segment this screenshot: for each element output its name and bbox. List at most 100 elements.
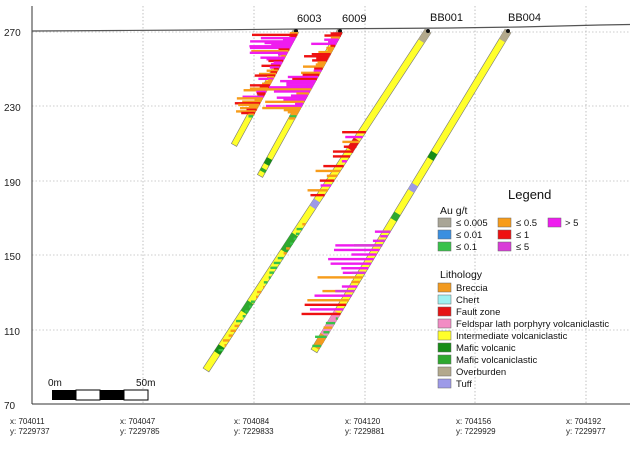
au-grade-bar bbox=[319, 179, 335, 182]
lith-label-2: Fault zone bbox=[456, 307, 500, 318]
au-grade-bar bbox=[281, 54, 286, 58]
lith-swatch-5 bbox=[437, 342, 452, 353]
au-grade-bar bbox=[354, 244, 383, 247]
au-grade-bar bbox=[256, 295, 259, 299]
y-tick-150: 150 bbox=[4, 252, 21, 263]
au-grade-bar bbox=[290, 35, 297, 38]
au-grade-bar bbox=[290, 242, 293, 245]
au-grade-bar bbox=[224, 344, 227, 347]
au-grade-bar bbox=[323, 326, 333, 329]
x-tick-0: x: 704011 y: 7229737 bbox=[10, 417, 50, 436]
au-grade-bar bbox=[249, 45, 292, 48]
x-tick-4-northing: y: 7229929 bbox=[456, 427, 496, 436]
au-grade-bar bbox=[236, 319, 243, 323]
lith-label-5: Mafic volcanic bbox=[456, 343, 516, 354]
hole-label-bb004: BB004 bbox=[508, 12, 541, 24]
au-grade-bar bbox=[341, 285, 358, 288]
au-grade-bar bbox=[325, 321, 336, 325]
au-swatch-6 bbox=[547, 217, 562, 228]
au-grade-bar bbox=[351, 253, 377, 256]
scale-bar-end-label: 50m bbox=[136, 378, 155, 389]
au-grade-bar bbox=[248, 105, 259, 108]
lith-swatch-0 bbox=[437, 282, 452, 293]
au-grade-bar bbox=[268, 86, 313, 89]
au-grade-bar bbox=[330, 44, 336, 48]
y-tick-190: 190 bbox=[4, 178, 21, 189]
au-grade-bar bbox=[266, 69, 278, 72]
au-grade-bar bbox=[254, 98, 262, 102]
au-grade-bar bbox=[326, 46, 335, 50]
au-grade-bar bbox=[273, 261, 281, 265]
au-grade-bar bbox=[323, 331, 330, 334]
au-grade-bar bbox=[234, 102, 261, 105]
au-grade-bar bbox=[286, 247, 290, 250]
grid bbox=[32, 6, 630, 404]
scale-bar: 0m 50m bbox=[48, 378, 155, 401]
scale-bar-segment-2 bbox=[75, 389, 101, 401]
y-tick-230: 230 bbox=[4, 103, 21, 114]
hole-label-6003: 6003 bbox=[297, 13, 321, 25]
au-grade-bar bbox=[342, 130, 366, 134]
au-grade-bar bbox=[304, 303, 347, 307]
x-tick-2-easting: x: 704084 bbox=[234, 417, 270, 426]
lith-label-8: Tuff bbox=[456, 379, 472, 390]
au-grade-bar bbox=[314, 294, 352, 297]
x-tick-4: x: 704156 y: 7229929 bbox=[456, 417, 496, 436]
au-grade-bar bbox=[341, 160, 347, 163]
au-grade-bar bbox=[351, 280, 360, 284]
au-grade-bar bbox=[238, 103, 260, 107]
au-grade-bar bbox=[327, 48, 333, 52]
au-grade-bar bbox=[304, 55, 330, 58]
au-grade-bar bbox=[295, 232, 300, 236]
au-grade-bar bbox=[296, 227, 303, 231]
lithology-interval bbox=[263, 157, 273, 166]
x-tick-4-easting: x: 704156 bbox=[456, 417, 492, 426]
au-grade-bar bbox=[303, 65, 324, 68]
au-grade-bar bbox=[236, 110, 256, 113]
au-grade-bar bbox=[264, 41, 293, 45]
au-grade-bar bbox=[273, 90, 311, 93]
collar-bb004 bbox=[506, 29, 510, 33]
collar-6009 bbox=[338, 29, 342, 33]
au-swatch-0 bbox=[437, 217, 452, 228]
au-grade-bar bbox=[242, 100, 261, 103]
lith-label-0: Breccia bbox=[456, 283, 488, 294]
lithology-interval bbox=[259, 167, 267, 174]
au-grade-bar bbox=[263, 285, 265, 289]
lith-label-3: Feldspar lath porphyry volcaniclastic bbox=[456, 319, 609, 330]
au-swatch-5 bbox=[497, 241, 512, 252]
au-grade-bar bbox=[315, 63, 325, 66]
au-grade-bar bbox=[265, 88, 312, 91]
au-grade-bar bbox=[270, 266, 278, 269]
au-grade-bar bbox=[269, 271, 274, 274]
lith-swatch-4 bbox=[437, 330, 452, 341]
au-grade-bar bbox=[263, 281, 268, 284]
au-swatch-1 bbox=[437, 229, 452, 240]
au-grade-bar bbox=[333, 248, 380, 252]
au-grade-bar bbox=[287, 110, 299, 114]
au-grade-bar bbox=[283, 98, 306, 101]
au-grade-bar bbox=[265, 104, 303, 108]
au-grade-bar bbox=[270, 71, 277, 74]
au-grade-bar bbox=[287, 75, 319, 79]
au-grade-bar bbox=[311, 52, 331, 56]
scale-bar-segment-1 bbox=[52, 390, 76, 400]
lithology-interval bbox=[280, 232, 298, 254]
x-tick-3-northing: y: 7229881 bbox=[345, 427, 385, 436]
au-grade-bar bbox=[286, 81, 315, 85]
au-grade-bar bbox=[265, 100, 305, 104]
au-grade-bar bbox=[280, 79, 316, 83]
lith-swatch-3 bbox=[437, 318, 452, 329]
au-grade-bar bbox=[258, 77, 274, 81]
au-grade-bar bbox=[273, 67, 279, 71]
au-grade-bar bbox=[242, 95, 264, 98]
au-grade-bar bbox=[236, 97, 263, 100]
au-label-1: ≤ 0.01 bbox=[456, 230, 482, 241]
au-grade-bar bbox=[241, 111, 255, 115]
x-tick-0-northing: y: 7229737 bbox=[10, 427, 50, 436]
au-grade-bar bbox=[312, 344, 322, 348]
x-tick-3-easting: x: 704120 bbox=[345, 417, 381, 426]
legend: Legend Au g/t ≤ 0.005 ≤ 0.01 ≤ 0.1 ≤ 0.5… bbox=[437, 187, 609, 390]
au-grade-bar bbox=[249, 87, 269, 90]
